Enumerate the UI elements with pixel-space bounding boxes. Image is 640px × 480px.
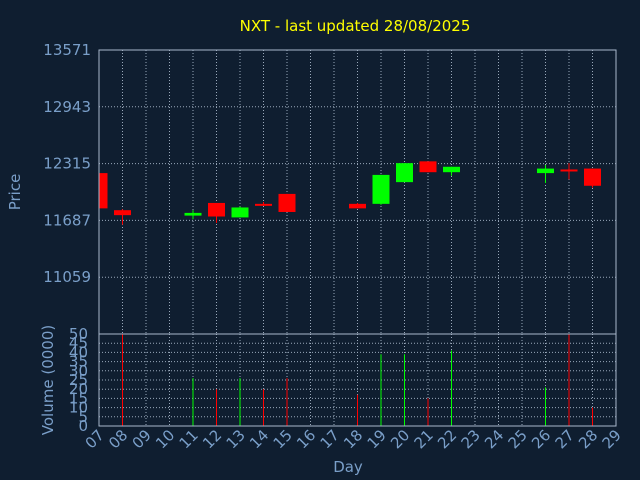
candle-26 [537,164,554,184]
candle-14 [255,202,272,206]
volume-panel-frame [98,333,617,427]
day-tick-labels: 0708091011121314151617181920212223242526… [82,426,625,452]
day-tick-17: 17 [317,426,343,452]
candle-19 [372,174,390,205]
day-tick-27: 27 [552,426,578,452]
candle-28 [584,168,601,188]
candle-body-22 [443,166,460,173]
candle-body-08 [114,210,131,216]
candle-body-14 [255,203,272,206]
volume-tick-10: 10 [69,399,88,417]
candle-20 [396,163,413,183]
candle-body-15 [278,193,296,212]
candle-08 [114,209,131,225]
candle-body-18 [349,203,366,209]
day-tick-11: 11 [176,426,202,452]
volume-tick-50: 50 [69,325,88,343]
candle-18 [349,202,366,209]
candle-body-20 [396,163,413,183]
candle-13 [231,206,249,218]
candles-layer [98,161,601,225]
day-tick-15: 15 [270,426,296,452]
day-tick-08: 08 [105,426,131,452]
price-tick-11687: 11687 [43,211,91,229]
day-tick-29: 29 [599,426,625,452]
day-tick-24: 24 [481,426,507,452]
candle-body-28 [584,168,601,186]
day-tick-22: 22 [434,426,460,452]
price-tick-11059: 11059 [43,268,91,286]
price-tick-13571: 13571 [43,41,91,59]
candle-body-21 [419,161,437,173]
volume-bars-layer [122,334,593,426]
day-tick-28: 28 [575,426,601,452]
candle-body-19 [372,174,390,204]
day-tick-26: 26 [528,426,554,452]
volume-tick-45: 45 [69,334,88,352]
volume-tick-25: 25 [69,371,88,389]
chart-title: NXT - last updated 28/08/2025 [240,17,471,35]
candle-body-11 [184,212,202,216]
day-tick-23: 23 [458,426,484,452]
candle-body-13 [231,207,249,218]
price-tick-12943: 12943 [43,98,91,116]
day-tick-10: 10 [152,426,178,452]
day-tick-19: 19 [364,426,390,452]
volume-tick-30: 30 [69,362,88,380]
candle-21 [419,161,437,173]
volume-tick-15: 15 [69,389,88,407]
candle-07 [98,173,108,209]
candle-11 [184,210,202,220]
candle-body-12 [208,202,225,217]
day-tick-21: 21 [411,426,437,452]
day-axis-label: Day [333,458,363,476]
day-tick-09: 09 [129,426,155,452]
candle-27 [560,163,578,180]
volume-tick-40: 40 [69,343,88,361]
day-tick-20: 20 [387,426,413,452]
price-gridlines [98,49,617,334]
volume-axis-label: Volume (0000) [39,325,57,435]
volume-tick-5: 5 [78,408,88,426]
candle-12 [208,202,225,223]
candle-body-26 [537,168,554,174]
volume-tick-35: 35 [69,353,88,371]
day-tick-25: 25 [505,426,531,452]
candle-body-07 [99,173,108,209]
day-tick-13: 13 [223,426,249,452]
price-tick-labels: 13571 12943 12315 11687 11059 [43,41,91,286]
candle-body-27 [560,169,578,172]
day-tick-16: 16 [293,426,319,452]
price-tick-12315: 12315 [43,155,91,173]
day-tick-18: 18 [340,426,366,452]
candle-22 [443,166,460,176]
day-tick-12: 12 [199,426,225,452]
volume-tick-0: 0 [78,417,88,435]
volume-tick-20: 20 [69,380,88,398]
candle-15 [278,193,296,212]
price-axis-label: Price [6,174,24,211]
day-tick-14: 14 [246,426,272,452]
